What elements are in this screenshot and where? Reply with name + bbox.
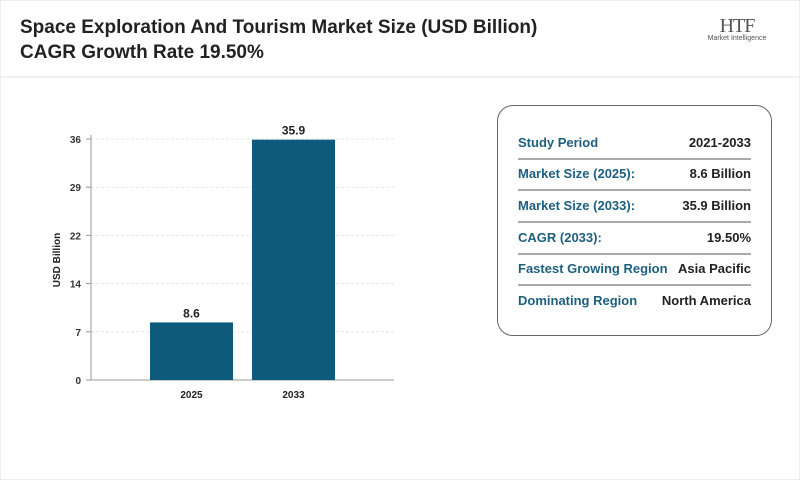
summary-value: 2021-2033 xyxy=(688,135,751,150)
summary-row: Market Size (2033): 35.9 Billion xyxy=(518,190,751,223)
summary-label: Dominating Region xyxy=(518,293,638,308)
page-title: Space Exploration And Tourism Market Siz… xyxy=(20,17,538,63)
summary-value: 35.9 Billion xyxy=(682,198,751,213)
htf-logo: HTF Market Intelligence xyxy=(701,15,773,55)
y-tick-label: 22 xyxy=(70,231,82,242)
summary-row: Dominating Region North America xyxy=(518,285,751,316)
summary-label: Market Size (2033): xyxy=(518,198,636,213)
summary-row: Study Period 2021-2033 xyxy=(518,127,751,160)
summary-label: Fastest Growing Region xyxy=(518,261,668,276)
summary-value: Asia Pacific xyxy=(678,261,751,276)
summary-value: North America xyxy=(661,293,751,308)
logo-subtext: Market Intelligence xyxy=(707,35,767,42)
data-label: 8.6 xyxy=(183,306,200,320)
y-tick-label: 29 xyxy=(70,183,82,194)
y-tick-label: 36 xyxy=(70,135,82,146)
bar xyxy=(252,139,335,380)
summary-value: 19.50% xyxy=(706,230,751,245)
y-tick-label: 14 xyxy=(70,280,82,291)
bar xyxy=(150,322,233,380)
y-tick-label: 0 xyxy=(75,376,81,387)
summary-row: Fastest Growing Region Asia Pacific xyxy=(518,253,751,286)
summary-panel: Study Period 2021-2033 Market Size (2025):… xyxy=(497,105,772,336)
summary-label: CAGR (2033): xyxy=(518,230,602,245)
data-label: 35.9 xyxy=(282,124,306,138)
summary-label: Study Period xyxy=(518,135,599,150)
y-axis-label: USD Billion xyxy=(52,233,63,287)
x-tick-label: 2025 xyxy=(180,390,203,401)
summary-row: CAGR (2033): 19.50% xyxy=(518,222,751,255)
y-tick-label: 7 xyxy=(75,328,81,339)
summary-label: Market Size (2025): xyxy=(518,166,636,181)
x-tick-label: 2033 xyxy=(282,390,305,401)
logo-text: HTF xyxy=(719,15,756,37)
summary-row: Market Size (2025): 8.6 Billion xyxy=(518,158,751,191)
header: Space Exploration And Tourism Market Siz… xyxy=(1,1,799,78)
summary-value: 8.6 Billion xyxy=(689,166,751,181)
